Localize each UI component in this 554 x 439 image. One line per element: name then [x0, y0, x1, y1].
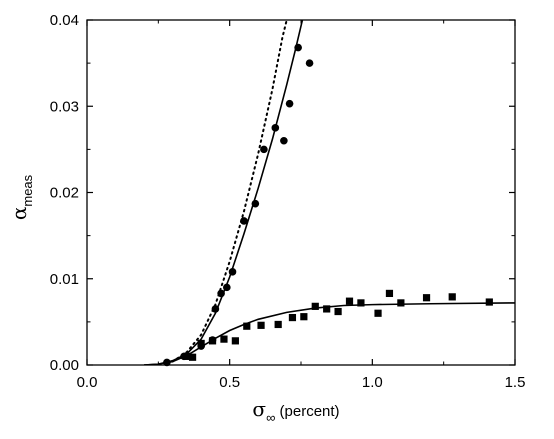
square-point-13 [323, 305, 331, 313]
x-axis-title: σ∞ (percent) [252, 397, 339, 425]
square-point-8 [257, 321, 265, 329]
y-axis-symbol: α [7, 207, 31, 221]
square-point-4 [208, 337, 217, 345]
y-axis-subscript: meas [20, 174, 35, 206]
y-tick-label: 0.00 [50, 357, 79, 374]
square-point-17 [374, 309, 382, 317]
fit-curve-2 [171, 20, 288, 363]
y-tick-label: 0.04 [50, 12, 79, 29]
square-point-20 [422, 294, 431, 302]
circle-point-12 [271, 124, 280, 132]
circle-point-16 [305, 59, 314, 67]
circle-point-8 [228, 268, 237, 276]
x-tick-label: 0.0 [77, 374, 98, 391]
circle-point-6 [217, 289, 225, 298]
x-axis-subscript: ∞ [266, 410, 275, 425]
x-tick-label: 0.5 [219, 374, 240, 391]
square-point-1 [183, 352, 191, 360]
square-point-3 [197, 339, 205, 348]
x-axis-symbol: σ [252, 397, 266, 421]
circle-point-10 [251, 199, 260, 208]
x-tick-label: 1.0 [362, 374, 383, 391]
circle-point-14 [285, 99, 294, 108]
square-point-16 [357, 299, 365, 307]
x-tick-label: 1.5 [505, 374, 526, 391]
square-point-14 [334, 307, 342, 316]
fit-curve-1 [144, 20, 304, 365]
square-point-18 [385, 289, 394, 298]
circle-point-7 [223, 283, 231, 292]
square-point-9 [274, 320, 282, 329]
square-point-12 [311, 302, 319, 310]
y-axis-title: αmeas [7, 174, 35, 220]
axis-ticks: 0.0 0.5 1.0 1.5 0.00 0.01 0.02 0.03 0.04 [50, 12, 526, 391]
square-point-10 [288, 313, 297, 322]
square-point-19 [397, 299, 405, 307]
circle-point-9 [240, 217, 248, 225]
data-markers [163, 43, 493, 367]
circle-point-1 [163, 358, 171, 367]
square-point-15 [345, 297, 354, 305]
fit-curves [144, 20, 515, 365]
circle-point-13 [280, 136, 288, 145]
square-point-2 [188, 353, 197, 361]
circle-point-5 [211, 305, 220, 313]
circle-point-15 [294, 43, 302, 52]
x-axis-suffix: (percent) [275, 403, 339, 420]
square-point-7 [243, 322, 251, 330]
square-point-21 [448, 293, 456, 301]
square-point-5 [220, 335, 228, 343]
square-point-11 [300, 313, 308, 321]
circle-point-11 [260, 145, 268, 154]
square-point-22 [485, 298, 493, 306]
square-point-6 [231, 337, 239, 345]
y-tick-label: 0.03 [50, 98, 79, 115]
y-tick-label: 0.01 [50, 271, 79, 288]
y-tick-label: 0.02 [50, 185, 79, 202]
